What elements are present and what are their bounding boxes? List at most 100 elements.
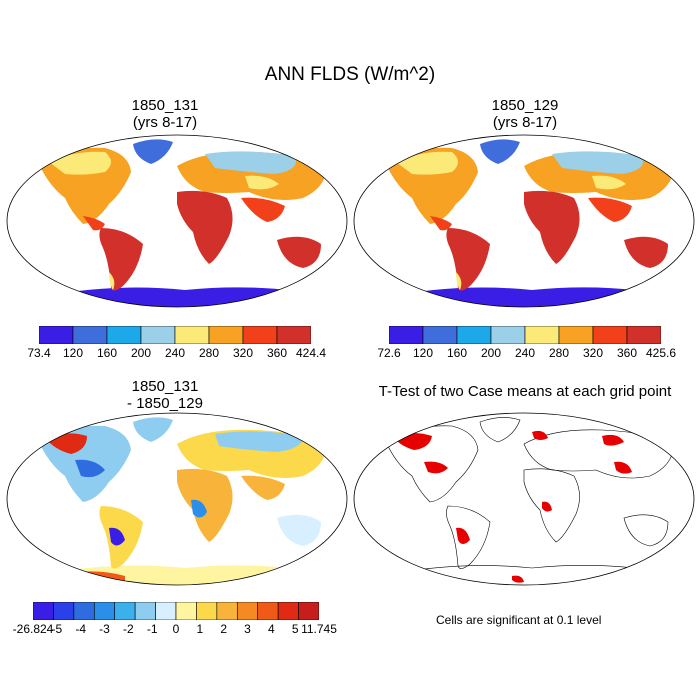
panel2-title: 1850_129 (yrs 8-17) xyxy=(400,97,650,131)
colorbar-swatch xyxy=(140,325,176,345)
colorbar-swatch xyxy=(242,325,278,345)
colorbar-tick-label: 360 xyxy=(616,346,638,360)
australia-region xyxy=(277,236,321,268)
colorbar-tick-label: 200 xyxy=(130,346,152,360)
colorbar-tick-label: 320 xyxy=(582,346,604,360)
significant-cells-africa xyxy=(542,501,552,512)
central-america-region xyxy=(83,216,105,231)
colorbar-tick-label: 120 xyxy=(62,346,84,360)
south-america-region xyxy=(446,228,490,291)
colorbar-tick-label: 320 xyxy=(232,346,254,360)
colorbar-swatch xyxy=(114,601,136,621)
panel1-title-line1: 1850_131 xyxy=(131,97,199,114)
colorbar-swatch xyxy=(196,601,218,621)
map-outline xyxy=(353,134,695,308)
map-outline xyxy=(353,412,695,586)
colorbar-swatch xyxy=(277,601,299,621)
colorbar-swatch xyxy=(106,325,142,345)
significant-cells-siberia xyxy=(602,434,624,446)
colorbar-3-labels: -26.824 -5 -4 -3 -2 -1 0 1 2 3 4 5 11.745 xyxy=(13,622,337,638)
colorbar-swatch xyxy=(216,601,238,621)
colorbar-3 xyxy=(32,601,320,625)
colorbar-tick-label: 240 xyxy=(164,346,186,360)
colorbar-tick-label: 120 xyxy=(412,346,434,360)
significance-note: Cells are significant at 0.1 level xyxy=(436,613,602,627)
eurasia-outline xyxy=(523,429,675,479)
colorbar-swatch xyxy=(236,601,259,621)
panel4-title-line1: T-Test of two Case means at each grid po… xyxy=(378,383,672,400)
colorbar-swatch xyxy=(175,601,197,621)
colorbar-swatch xyxy=(208,325,244,345)
colorbar-swatch xyxy=(134,601,156,621)
patagonia-region xyxy=(109,272,115,290)
africa-region xyxy=(524,190,580,264)
colorbar-tick-label: -5 xyxy=(51,622,63,636)
patagonia-region xyxy=(456,272,462,290)
greenland-region xyxy=(133,417,173,442)
colorbar-swatch xyxy=(558,325,594,345)
colorbar-2-labels: 72.6 120 160 200 240 280 320 360 425.6 xyxy=(377,346,676,362)
siberia-region xyxy=(552,151,644,174)
colorbar-tick-label: 72.6 xyxy=(377,346,401,360)
significant-cells-asia xyxy=(614,461,632,474)
colorbar-swatch xyxy=(38,325,74,345)
colorbar-1 xyxy=(38,325,312,349)
colorbar-swatch xyxy=(155,601,177,621)
colorbar-swatch xyxy=(257,601,279,621)
colorbar-swatch xyxy=(53,601,75,621)
colorbar-tick-label: 280 xyxy=(198,346,220,360)
colorbar-tick-label: -3 xyxy=(99,622,110,636)
colorbar-swatch xyxy=(422,325,458,345)
colorbar-2-swatches xyxy=(388,325,662,345)
colorbar-swatch xyxy=(276,325,312,345)
colorbar-swatch xyxy=(388,325,424,345)
colorbar-tick-label: 200 xyxy=(480,346,502,360)
siberia-region xyxy=(205,151,297,174)
colorbar-tick-label: 360 xyxy=(266,346,288,360)
greenland-outline xyxy=(479,417,521,443)
colorbar-swatch xyxy=(456,325,492,345)
panel3-map xyxy=(6,412,348,586)
significant-cells-europe xyxy=(532,430,548,440)
significant-cells-south-america xyxy=(456,527,470,544)
antarctica-outline xyxy=(371,565,683,579)
south-america-region xyxy=(99,228,143,291)
panel1-title: 1850_131 (yrs 8-17) xyxy=(40,97,290,131)
map-outline xyxy=(6,412,348,586)
panel3-title-line1: 1850_131 xyxy=(131,378,199,395)
colorbar-tick-label: -4 xyxy=(75,622,86,636)
colorbar-tick-label: 425.6 xyxy=(645,346,677,360)
panel2-title-line2: (yrs 8-17) xyxy=(492,114,558,131)
australia-outline xyxy=(623,514,669,547)
south-america-outline xyxy=(446,505,491,569)
colorbar-tick-label: 240 xyxy=(514,346,536,360)
africa-cool-patch xyxy=(191,499,207,518)
tibet-region xyxy=(245,175,279,190)
figure-title: ANN FLDS (W/m^2) xyxy=(264,64,436,85)
colorbar-tick-label: 11.745 xyxy=(301,622,337,636)
colorbar-tick-label: 424.4 xyxy=(295,346,327,360)
greenland-region xyxy=(133,139,173,164)
africa-outline xyxy=(523,468,580,543)
north-america-cold-region xyxy=(396,151,458,175)
colorbar-swatch xyxy=(174,325,210,345)
map-outline xyxy=(6,134,348,308)
africa-region xyxy=(177,190,233,264)
south-asia-region xyxy=(588,197,632,222)
panel4-title: T-Test of two Case means at each grid po… xyxy=(350,383,700,400)
africa-region xyxy=(177,468,233,542)
colorbar-tick-label: -2 xyxy=(122,622,134,636)
colorbar-swatch xyxy=(32,601,54,621)
greenland-region xyxy=(480,139,520,164)
colorbar-tick-label: 2 xyxy=(220,622,227,636)
panel2-map xyxy=(353,134,695,308)
colorbar-2 xyxy=(388,325,662,349)
panel2-title-line1: 1850_129 xyxy=(491,97,559,114)
colorbar-1-swatches xyxy=(38,325,312,345)
australia-region xyxy=(277,514,321,546)
colorbar-swatch xyxy=(626,325,662,345)
colorbar-swatch xyxy=(592,325,628,345)
colorbar-tick-label: 73.4 xyxy=(27,346,51,360)
colorbar-tick-label: 5 xyxy=(291,622,299,636)
colorbar-tick-label: -26.824 xyxy=(12,622,54,636)
